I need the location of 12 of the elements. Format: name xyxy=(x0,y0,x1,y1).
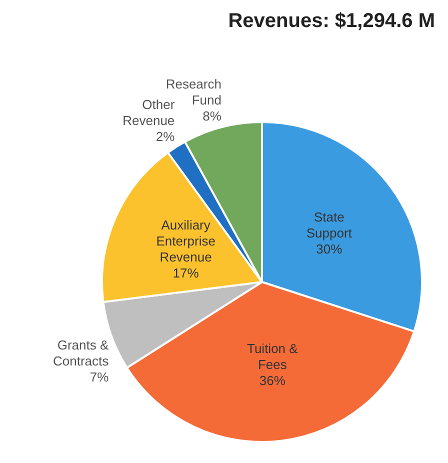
data-label: 7% xyxy=(90,370,110,385)
data-label: 17% xyxy=(172,266,200,281)
data-label: 8% xyxy=(202,108,222,124)
slice-label: Tuition & Fees xyxy=(246,340,298,372)
data-label: 2% xyxy=(156,128,176,144)
data-label: 30% xyxy=(316,242,343,257)
slice-label: Auxiliary Enterprise Revenue xyxy=(156,218,216,265)
slice-label: Other Revenue xyxy=(122,96,176,128)
slice-label: State Support xyxy=(306,210,352,241)
slice-label: Grants & Contracts xyxy=(52,338,110,369)
data-label: 36% xyxy=(259,372,286,388)
chart-title: Revenues: $1,294.6 M xyxy=(228,10,436,32)
